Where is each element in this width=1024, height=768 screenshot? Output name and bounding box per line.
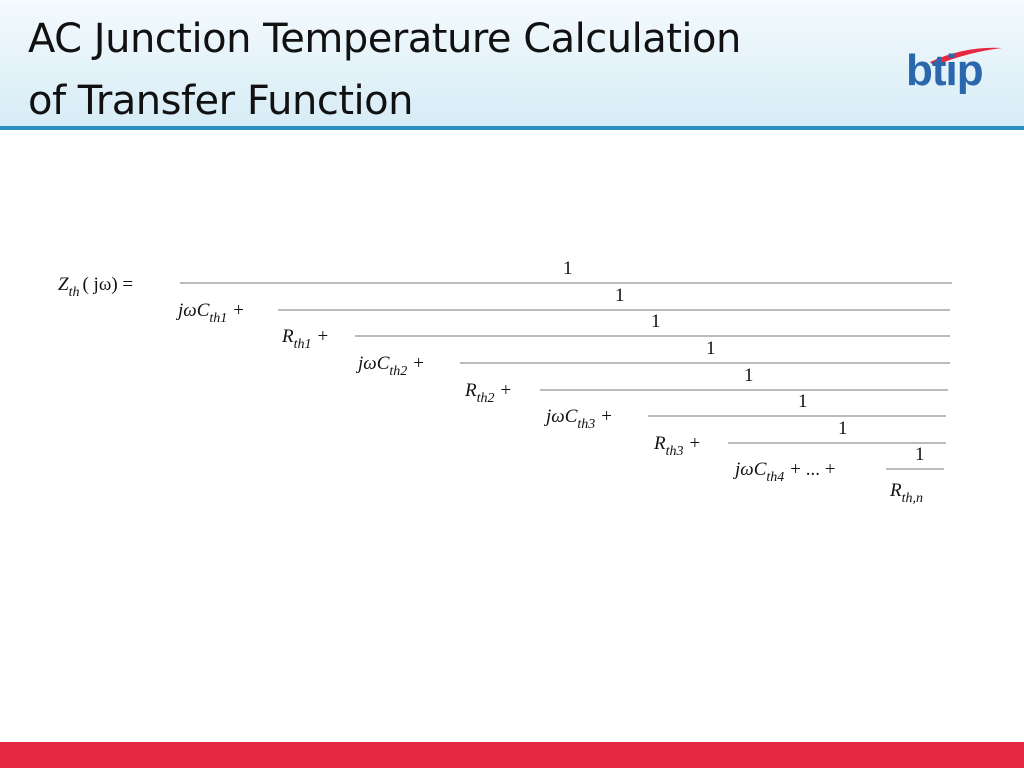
numerator: 1 [615,285,625,306]
term-subscript: th3 [666,444,684,459]
term-symbol: R [281,326,294,347]
term-operator: + [318,326,329,347]
term-subscript: th2 [389,364,407,379]
denominator-term: jωCth2 + [355,353,424,379]
title-line: AC Junction Temperature Calculation [28,16,741,62]
footer-band [0,742,1024,768]
term-subscript: th,n [902,491,923,506]
slide-title: AC Junction Temperature Calculation of T… [28,8,741,132]
argument: ( jω) = [82,274,133,295]
logo: btip [906,46,984,95]
denominator-term: jωCth3 + [543,406,612,432]
term-symbol: jωC [543,406,578,427]
denominator-term: Rth1 + [281,326,328,352]
denominator-term: Rth,n [889,480,923,506]
term-subscript: th1 [209,311,227,326]
numerator: 1 [838,418,848,439]
denominator-term: Rth3 + [653,433,700,459]
term-operator: + [690,433,701,454]
term-operator: + [413,353,424,374]
denominator-term: jωCth4 + ... + [732,459,835,485]
term-subscript: th2 [477,391,495,406]
logo-swoosh [930,47,1002,66]
numerator: 1 [798,391,808,412]
term-operator: + [233,300,244,321]
numerator: 1 [744,365,754,386]
numerator: 1 [915,444,925,465]
term-symbol: R [653,433,666,454]
term-operator: + [501,380,512,401]
term-subscript: th1 [294,337,312,352]
header-band [0,0,1024,130]
denominator-term: Rth2 + [464,380,511,406]
title-line: of Transfer Function [28,78,413,124]
term-operator: + ... + [790,459,835,480]
term-symbol: jωC [355,353,390,374]
denominator-term: jωCth1 + [175,300,244,326]
symbol: Z [58,274,69,295]
term-subscript: th3 [577,417,595,432]
term-subscript: th4 [766,470,784,485]
term-symbol: R [889,480,902,501]
numerator: 1 [563,258,573,279]
numerator: 1 [706,338,716,359]
term-symbol: jωC [732,459,767,480]
term-symbol: jωC [175,300,210,321]
term-symbol: R [464,380,477,401]
numerator: 1 [651,311,661,332]
term-operator: + [601,406,612,427]
subscript: th [69,285,80,300]
formula-lhs: Zth( jω) = [58,274,133,300]
